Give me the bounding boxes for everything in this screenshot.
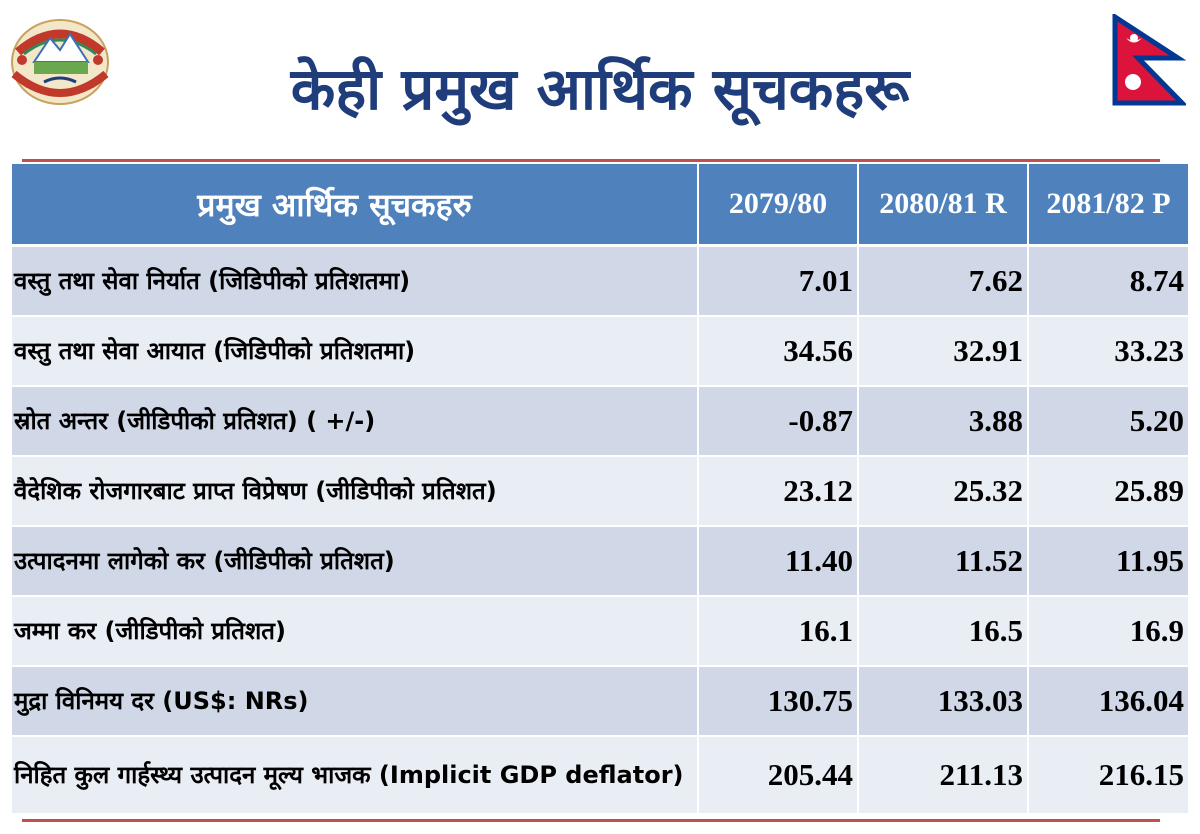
row-value: 7.01 — [698, 245, 859, 317]
table-row: वस्तु तथा सेवा निर्यात (जिडिपीको प्रतिशत… — [12, 245, 1188, 317]
row-value: 32.91 — [858, 316, 1029, 387]
row-value: 7.62 — [858, 245, 1029, 317]
column-header-indicator: प्रमुख आर्थिक सूचकहरु — [12, 164, 699, 247]
row-value: 216.15 — [1028, 736, 1188, 815]
row-value: 11.52 — [858, 526, 1029, 597]
row-label: जम्मा कर (जीडिपीको प्रतिशत) — [12, 596, 699, 667]
table-row: उत्पादनमा लागेको कर (जीडिपीको प्रतिशत) 1… — [12, 526, 1188, 597]
row-value: 23.12 — [698, 456, 859, 527]
row-value: 205.44 — [698, 736, 859, 815]
row-value: 16.5 — [858, 596, 1029, 667]
row-label: वस्तु तथा सेवा निर्यात (जिडिपीको प्रतिशत… — [12, 245, 699, 317]
row-label: मुद्रा विनिमय दर (US$: NRs) — [12, 666, 699, 737]
column-header-2080-81: 2080/81 R — [858, 164, 1029, 247]
row-value: 211.13 — [858, 736, 1029, 815]
row-value: 34.56 — [698, 316, 859, 387]
table-row: जम्मा कर (जीडिपीको प्रतिशत) 16.1 16.5 16… — [12, 596, 1188, 667]
row-label: उत्पादनमा लागेको कर (जीडिपीको प्रतिशत) — [12, 526, 699, 597]
column-header-2079-80: 2079/80 — [698, 164, 859, 247]
row-value: 5.20 — [1028, 386, 1188, 457]
row-value: 25.32 — [858, 456, 1029, 527]
bottom-divider — [22, 819, 1160, 822]
table-row: मुद्रा विनिमय दर (US$: NRs) 130.75 133.0… — [12, 666, 1188, 737]
indicators-table: प्रमुख आर्थिक सूचकहरु 2079/80 2080/81 R … — [12, 164, 1188, 815]
row-value: 136.04 — [1028, 666, 1188, 737]
page-title: केही प्रमुख आर्थिक सूचकहरू — [290, 55, 910, 123]
table-header-row: प्रमुख आर्थिक सूचकहरु 2079/80 2080/81 R … — [12, 164, 1188, 247]
row-value: 11.95 — [1028, 526, 1188, 597]
row-value: 3.88 — [858, 386, 1029, 457]
row-value: 11.40 — [698, 526, 859, 597]
nepal-flag-icon — [1112, 14, 1186, 106]
top-divider — [22, 159, 1160, 162]
table-row: वैदेशिक रोजगारबाट प्राप्त विप्रेषण (जीडि… — [12, 456, 1188, 527]
column-header-2081-82: 2081/82 P — [1028, 164, 1188, 247]
table-row: वस्तु तथा सेवा आयात (जिडिपीको प्रतिशतमा)… — [12, 316, 1188, 387]
row-value: 33.23 — [1028, 316, 1188, 387]
row-label: निहित कुल गार्हस्थ्य उत्पादन मूल्य भाजक … — [12, 736, 699, 815]
row-label: वस्तु तथा सेवा आयात (जिडिपीको प्रतिशतमा) — [12, 316, 699, 387]
table-row: स्रोत अन्तर (जीडिपीको प्रतिशत) ( +/-) -0… — [12, 386, 1188, 457]
nepal-government-emblem-icon — [11, 19, 109, 105]
row-value: 16.9 — [1028, 596, 1188, 667]
row-label: वैदेशिक रोजगारबाट प्राप्त विप्रेषण (जीडि… — [12, 456, 699, 527]
row-label: स्रोत अन्तर (जीडिपीको प्रतिशत) ( +/-) — [12, 386, 699, 457]
row-value: 130.75 — [698, 666, 859, 737]
row-value: 16.1 — [698, 596, 859, 667]
row-value: 133.03 — [858, 666, 1029, 737]
row-value: 25.89 — [1028, 456, 1188, 527]
table-row: निहित कुल गार्हस्थ्य उत्पादन मूल्य भाजक … — [12, 736, 1188, 815]
row-value: 8.74 — [1028, 245, 1188, 317]
row-value: -0.87 — [698, 386, 859, 457]
